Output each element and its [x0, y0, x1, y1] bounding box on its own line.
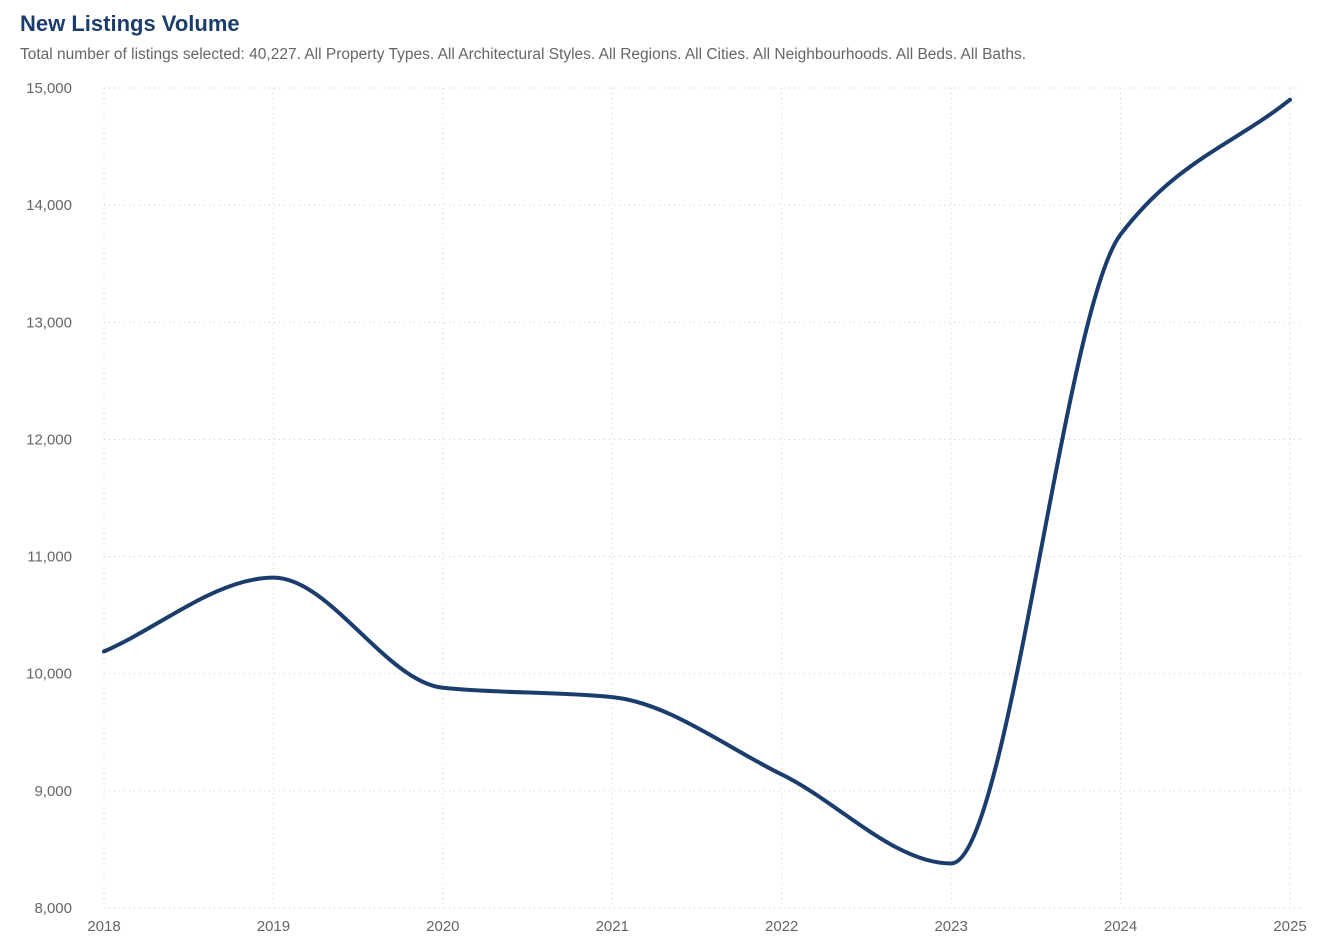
x-tick-label: 2022 — [765, 918, 798, 935]
data-point-2019[interactable] — [267, 572, 279, 584]
x-tick-label: 2018 — [87, 918, 120, 935]
y-tick-label: 13,000 — [26, 314, 72, 331]
data-point-2021[interactable] — [606, 691, 618, 703]
series-layer — [98, 94, 1296, 869]
x-tick-label: 2019 — [257, 918, 290, 935]
data-point-2025[interactable] — [1284, 94, 1296, 106]
x-tick-label: 2021 — [596, 918, 629, 935]
y-tick-label: 10,000 — [26, 666, 72, 683]
chart-subtitle: Total number of listings selected: 40,22… — [20, 46, 1027, 63]
grid-layer — [103, 87, 1300, 909]
axis-labels: 8,000 9,000 10,000 11,000 12,000 13,000 14,000… — [26, 80, 1307, 935]
y-tick-label: 11,000 — [27, 549, 72, 566]
x-tick-label: 2023 — [934, 918, 967, 935]
data-point-2020[interactable] — [437, 682, 449, 694]
data-point-2022[interactable] — [776, 768, 788, 780]
series-line-new-listings — [102, 97, 1292, 866]
data-point-2024[interactable] — [1115, 228, 1127, 240]
x-tick-label: 2024 — [1104, 918, 1137, 935]
y-tick-label: 12,000 — [26, 431, 72, 448]
y-tick-label: 14,000 — [26, 197, 72, 214]
data-point-2018[interactable] — [98, 645, 110, 657]
y-tick-label: 9,000 — [34, 783, 72, 800]
x-tick-label: 2020 — [426, 918, 459, 935]
y-tick-label: 15,000 — [26, 80, 72, 97]
chart-title: New Listings Volume — [20, 11, 240, 36]
y-tick-label: 8,000 — [34, 900, 72, 917]
x-tick-label: 2025 — [1273, 918, 1306, 935]
data-point-2023[interactable] — [945, 857, 957, 869]
